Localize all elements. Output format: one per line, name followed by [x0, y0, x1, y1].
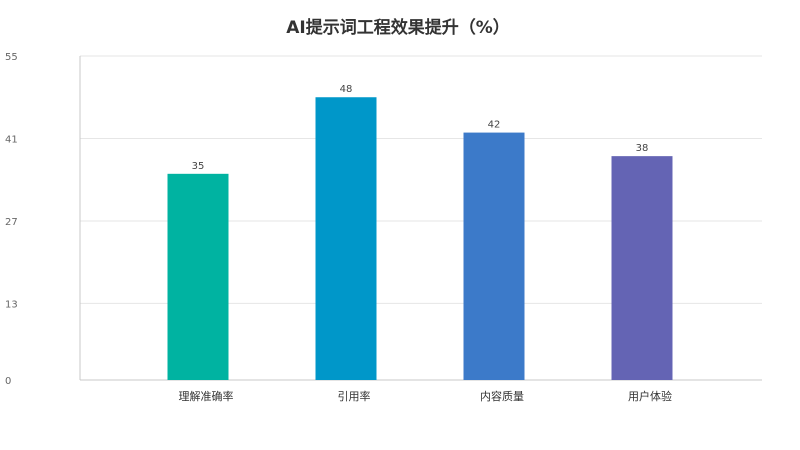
- bar: [611, 156, 673, 380]
- y-tick-label: 27: [5, 217, 18, 228]
- y-tick-label: 55: [5, 52, 18, 63]
- bar-value-label: 48: [340, 84, 353, 95]
- y-tick-label: 0: [5, 376, 11, 387]
- bar: [315, 97, 377, 381]
- y-tick-label: 13: [5, 299, 18, 310]
- y-tick-label: 41: [5, 134, 18, 145]
- y-axis-ticks: 0 13 27 41 55: [5, 52, 18, 387]
- bar-value-label: 42: [488, 120, 501, 131]
- x-category-label: 理解准确率: [179, 389, 234, 403]
- value-labels: 35 48 42 38: [192, 84, 649, 172]
- x-category-label: 内容质量: [480, 389, 524, 403]
- chart-title: AI提示词工程效果提升（%）: [286, 17, 510, 38]
- x-axis-categories: 理解准确率 引用率 内容质量 用户体验: [179, 389, 673, 403]
- bar-value-label: 38: [636, 143, 649, 154]
- bars: [167, 97, 673, 381]
- bar: [167, 173, 229, 380]
- bar: [463, 132, 525, 380]
- bar-value-label: 35: [192, 161, 205, 172]
- x-category-label: 用户体验: [628, 389, 672, 403]
- x-category-label: 引用率: [338, 389, 371, 403]
